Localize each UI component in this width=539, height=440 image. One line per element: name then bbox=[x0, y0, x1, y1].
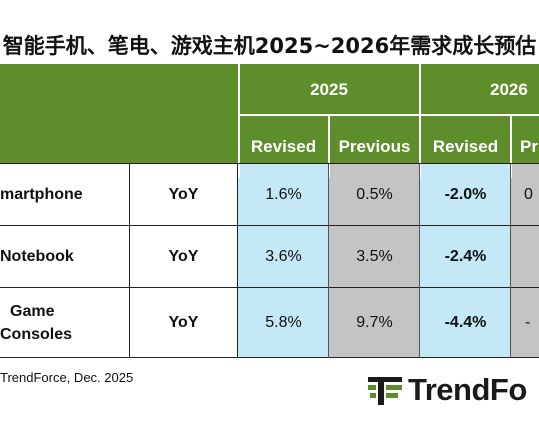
row-notebook-metric: YoY bbox=[129, 226, 238, 288]
smartphone-2026-previous: 0 bbox=[511, 164, 539, 226]
row-smartphone-label: martphone bbox=[0, 164, 129, 226]
year-2026-header: 2026 bbox=[420, 64, 539, 115]
trendforce-logo-text: TrendFo bbox=[408, 372, 527, 407]
column-divider bbox=[419, 164, 420, 358]
game-consoles-2025-previous: 9.7% bbox=[329, 288, 420, 358]
column-divider bbox=[510, 164, 511, 358]
notebook-2025-revised: 3.6% bbox=[238, 226, 329, 288]
game-consoles-2025-revised: 5.8% bbox=[238, 288, 329, 358]
header-blank bbox=[0, 64, 238, 178]
smartphone-2025-revised: 1.6% bbox=[238, 164, 329, 226]
game-consoles-line2: Consoles bbox=[0, 326, 73, 343]
header-divider bbox=[238, 64, 240, 178]
row-divider bbox=[0, 163, 539, 164]
header-divider bbox=[419, 64, 421, 178]
smartphone-2025-previous: 0.5% bbox=[329, 164, 420, 226]
row-game-consoles-metric: YoY bbox=[129, 288, 238, 358]
smartphone-2026-revised: -2.0% bbox=[420, 164, 511, 226]
row-divider bbox=[0, 287, 539, 288]
notebook-2026-previous bbox=[511, 226, 539, 288]
row-game-consoles-label: Game Consoles bbox=[0, 288, 129, 358]
row-divider bbox=[0, 357, 539, 358]
header-divider bbox=[238, 114, 539, 116]
game-consoles-line1: Game bbox=[10, 303, 55, 320]
trendforce-logo-icon bbox=[368, 377, 402, 405]
game-consoles-2026-previous: - bbox=[511, 288, 539, 358]
header-divider bbox=[510, 115, 512, 178]
year-2025-header: 2025 bbox=[238, 64, 420, 115]
column-divider bbox=[129, 164, 130, 358]
notebook-2025-previous: 3.5% bbox=[329, 226, 420, 288]
page-title: 智能手机、笔电、游戏主机2025~2026年需求成长预估 bbox=[2, 34, 537, 58]
source-note: TrendForce, Dec. 2025 bbox=[0, 370, 134, 385]
column-divider bbox=[237, 164, 238, 358]
row-divider bbox=[0, 225, 539, 226]
column-divider bbox=[328, 164, 329, 358]
row-smartphone-metric: YoY bbox=[129, 164, 238, 226]
game-consoles-2026-revised: -4.4% bbox=[420, 288, 511, 358]
header-divider bbox=[328, 115, 330, 178]
notebook-2026-revised: -2.4% bbox=[420, 226, 511, 288]
row-notebook-label: Notebook bbox=[0, 226, 129, 288]
